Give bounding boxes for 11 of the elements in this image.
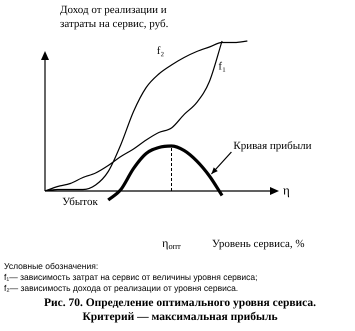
- y-axis-title: Доход от реализации и затраты на сервис, руб.: [60, 3, 170, 31]
- text: Рис. 70. Определение оптимального уровня сервиса. Критерий — максимальная прибыль: [42, 296, 318, 324]
- series-label: f₁: [218, 60, 226, 72]
- text: f₂— зависимость дохода от реализации от уровня сервиса.: [4, 283, 240, 294]
- series-label: f₂: [156, 44, 164, 57]
- annotation: Убыток: [62, 196, 98, 208]
- text: η: [283, 182, 290, 198]
- text: Условные обозначения:: [4, 261, 100, 272]
- text: Кривая прибыли: [233, 140, 312, 152]
- text: f₁— зависимость затрат на сервис от величины уровня сервиса;: [4, 272, 258, 283]
- x-axis-title: Уровень сервиса, %: [212, 238, 305, 250]
